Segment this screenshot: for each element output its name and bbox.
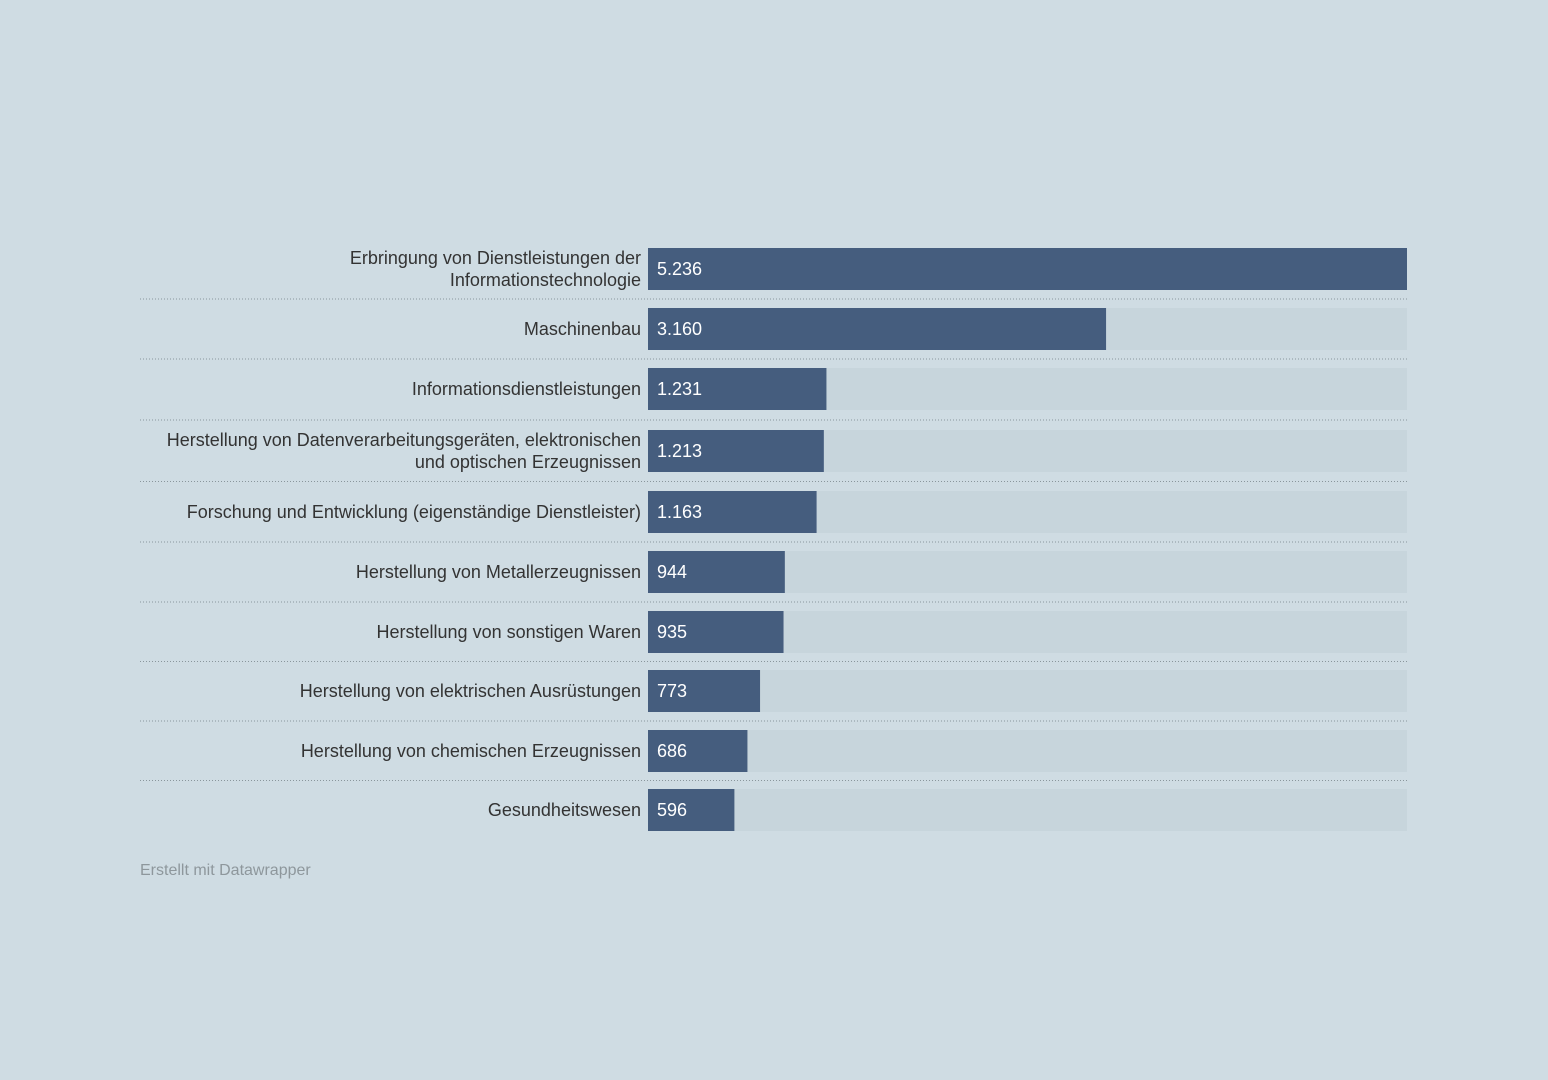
value-label: 1.163 — [657, 502, 702, 522]
bar — [648, 611, 784, 653]
bar-track — [648, 789, 1407, 831]
category-label: Herstellung von chemischen Erzeugnissen — [301, 741, 641, 761]
value-label: 944 — [657, 562, 687, 582]
bar — [648, 248, 1407, 290]
category-label: Herstellung von Metallerzeugnissen — [356, 562, 641, 582]
value-label: 935 — [657, 622, 687, 642]
datawrapper-credit: Erstellt mit Datawrapper — [140, 862, 311, 879]
category-label: Herstellung von Datenverarbeitungsgeräte… — [167, 430, 641, 472]
bar-track — [648, 730, 1407, 772]
category-label: Herstellung von elektrischen Ausrüstunge… — [300, 681, 641, 701]
category-label: Erbringung von Dienstleistungen der Infor… — [350, 248, 641, 290]
value-label: 3.160 — [657, 319, 702, 339]
category-label: Forschung und Entwicklung (eigenständige… — [187, 502, 641, 522]
bar — [648, 368, 827, 410]
value-label: 773 — [657, 681, 687, 701]
bar-track — [648, 670, 1407, 712]
bar — [648, 789, 735, 831]
value-label: 5.236 — [657, 259, 702, 279]
value-label: 686 — [657, 741, 687, 761]
bar — [648, 308, 1107, 350]
category-label: Gesundheitswesen — [488, 800, 641, 820]
category-label: Herstellung von sonstigen Waren — [377, 622, 641, 642]
bar — [648, 670, 761, 712]
bar — [648, 551, 785, 593]
value-label: 1.231 — [657, 379, 702, 399]
bar — [648, 430, 824, 472]
value-label: 1.213 — [657, 441, 702, 461]
category-label: Maschinenbau — [524, 319, 641, 339]
category-label: Informationsdienstleistungen — [412, 379, 641, 399]
bar — [648, 491, 817, 533]
value-label: 596 — [657, 800, 687, 820]
bar — [648, 730, 748, 772]
